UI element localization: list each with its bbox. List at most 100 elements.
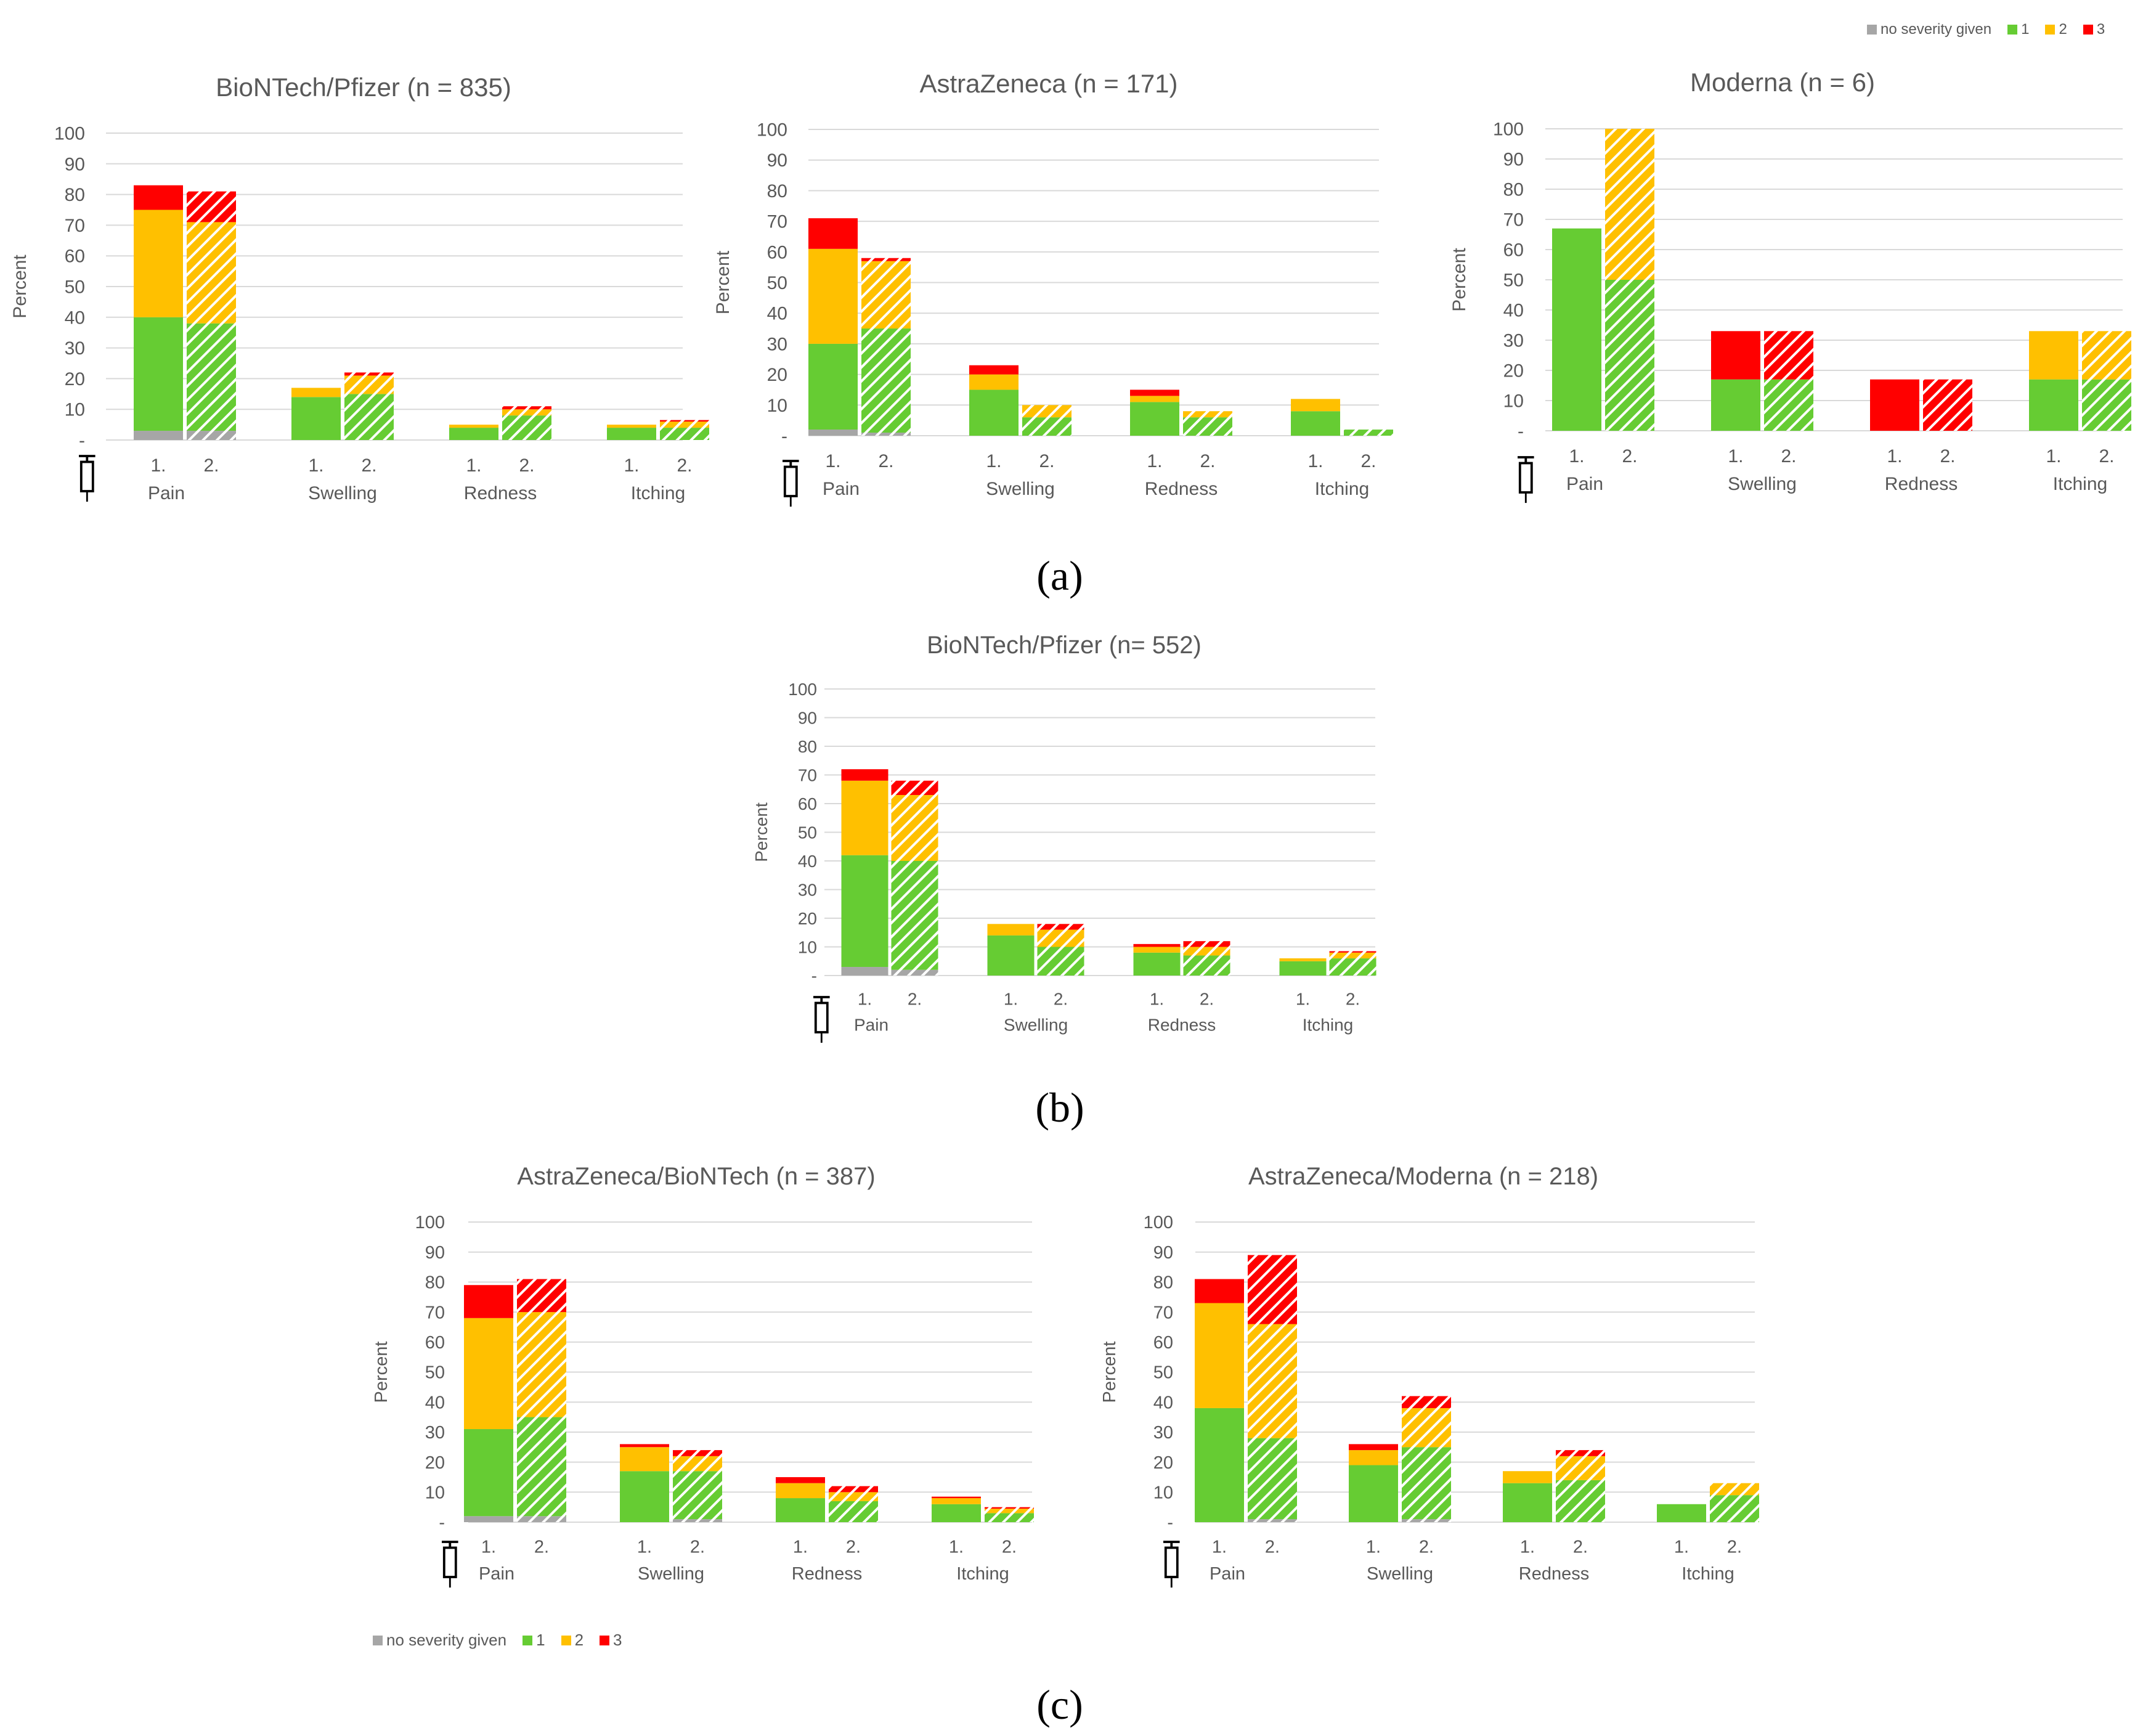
y-tick-label: 60 [425, 1333, 445, 1353]
y-tick-label: 80 [1503, 180, 1524, 200]
category-label: Redness [1519, 1564, 1589, 1584]
bar-segment-sev2 [891, 795, 938, 861]
category-label: Itching [956, 1564, 1009, 1584]
legend-item-sev1-c: 1 [523, 1631, 545, 1650]
dose-label: 1. [986, 451, 1001, 471]
bar-segment-sev1 [1764, 379, 1813, 431]
bar-segment-no-severity [187, 431, 236, 440]
bar-segment-sev2 [1503, 1471, 1552, 1483]
syringe-icon [1518, 456, 1534, 503]
bar-segment-sev1 [187, 323, 236, 431]
bar-segment-sev2 [969, 374, 1019, 390]
bar-segment-sev2 [1349, 1450, 1398, 1465]
bar-segment-sev1 [1279, 961, 1327, 976]
bar-segment-sev1 [660, 428, 709, 440]
y-tick-label: 40 [425, 1393, 445, 1412]
dose-label: 1. [1887, 446, 1902, 467]
category-label: Swelling [1004, 1016, 1068, 1035]
bar-segment-sev2 [1130, 396, 1179, 402]
y-tick-label: 60 [65, 247, 85, 267]
category-label: Itching [631, 483, 685, 503]
y-axis-label: Percent [1449, 248, 1470, 312]
y-tick-label: 30 [798, 880, 817, 899]
legend-swatch-sev2-c [561, 1635, 571, 1645]
dose-label: 1. [1004, 990, 1018, 1009]
y-tick-label: - [439, 1513, 445, 1533]
legend-top: no severity given 1 2 3 [1867, 21, 2121, 38]
bar-segment-sev1 [1503, 1483, 1552, 1522]
bar-segment-no-severity [1402, 1519, 1451, 1522]
category-label: Pain [479, 1564, 514, 1584]
bar-segment-sev2 [660, 422, 709, 428]
y-tick-label: 100 [1144, 1213, 1173, 1233]
bar-segment-sev3 [1349, 1444, 1398, 1451]
chart-title: AstraZeneca (n = 171) [919, 69, 1177, 98]
bar-segment-sev3 [1870, 379, 1919, 431]
category-label: Swelling [1367, 1564, 1433, 1584]
bar-segment-sev2 [449, 425, 498, 428]
panel-label-b: (b) [1035, 1084, 1084, 1131]
bar-segment-sev3 [660, 420, 709, 422]
y-axis-label: Percent [10, 255, 30, 319]
bar-segment-sev1 [841, 855, 889, 968]
bar-segment-sev2 [187, 222, 236, 324]
bar-segment-sev1 [829, 1501, 878, 1522]
bar-segment-sev1 [134, 317, 183, 431]
y-tick-label: 70 [425, 1303, 445, 1322]
bar-segment-sev2 [1710, 1483, 1759, 1496]
y-tick-label: 90 [1153, 1243, 1173, 1263]
bar-segment-no-severity [464, 1516, 513, 1522]
y-tick-label: 70 [1153, 1303, 1173, 1322]
dose-label: 1. [624, 455, 639, 476]
bar-segment-sev2 [607, 425, 656, 428]
bar-segment-sev3 [891, 780, 938, 796]
bar-segment-sev1 [449, 428, 498, 440]
chart-title: BioNTech/Pfizer (n = 835) [216, 73, 511, 102]
bar-segment-sev3 [620, 1444, 669, 1448]
y-axis-label: Percent [713, 250, 733, 314]
bar-segment-sev1 [1657, 1504, 1706, 1522]
category-label: Pain [823, 479, 860, 499]
bar-segment-sev3 [841, 769, 889, 781]
bar-segment-sev1 [344, 394, 394, 440]
legend-swatch-no-severity [1867, 25, 1877, 35]
legend-item-sev3: 3 [2083, 21, 2105, 38]
bar-segment-sev2 [464, 1318, 513, 1430]
bar-segment-sev1 [464, 1429, 513, 1517]
chart-title: Moderna (n = 6) [1690, 68, 1875, 97]
chart-c1: AstraZeneca/BioNTech (n = 387) - 10 20 30 40 5… [372, 1163, 1034, 1588]
category-label: Swelling [638, 1564, 704, 1584]
bar-segment-sev1 [861, 328, 911, 433]
legend-label-sev2: 2 [2059, 21, 2067, 38]
bar-segment-sev3 [1133, 943, 1181, 947]
category-label: Pain [148, 483, 185, 503]
bar-segment-sev3 [187, 191, 236, 222]
y-tick-label: 70 [767, 212, 787, 232]
dose-label: 2. [1727, 1537, 1742, 1557]
dose-label: 1. [150, 455, 166, 476]
legend-item-sev1: 1 [2007, 21, 2029, 38]
y-axis-label: Percent [752, 802, 771, 862]
dose-label: 2. [677, 455, 692, 476]
y-tick-label: 30 [65, 338, 85, 359]
bar-segment-sev1 [1133, 952, 1181, 976]
y-tick-label: 40 [798, 852, 817, 871]
bar-segment-sev2 [1183, 947, 1230, 956]
dose-label: 1. [949, 1537, 964, 1557]
dose-label: 1. [1307, 451, 1323, 471]
bar-segment-sev2 [502, 409, 551, 416]
y-tick-label: 10 [1153, 1483, 1173, 1502]
bar-segment-sev2 [291, 388, 341, 397]
bar-segment-sev3 [464, 1285, 513, 1318]
bar-segment-sev1 [502, 415, 551, 440]
bar-segment-sev1 [1710, 1495, 1759, 1522]
y-tick-label: 90 [65, 154, 85, 174]
category-label: Redness [1148, 1016, 1216, 1035]
bar-segment-sev2 [1556, 1456, 1605, 1480]
bar-segment-sev2 [620, 1447, 669, 1472]
bar-segment-sev2 [1022, 405, 1072, 418]
legend-item-sev3-c: 3 [600, 1631, 622, 1650]
bar-segment-sev1 [1022, 417, 1072, 436]
panel-label-a: (a) [1036, 552, 1083, 599]
